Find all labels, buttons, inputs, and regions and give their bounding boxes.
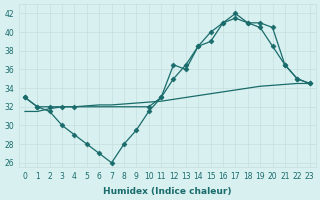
X-axis label: Humidex (Indice chaleur): Humidex (Indice chaleur) [103,187,232,196]
